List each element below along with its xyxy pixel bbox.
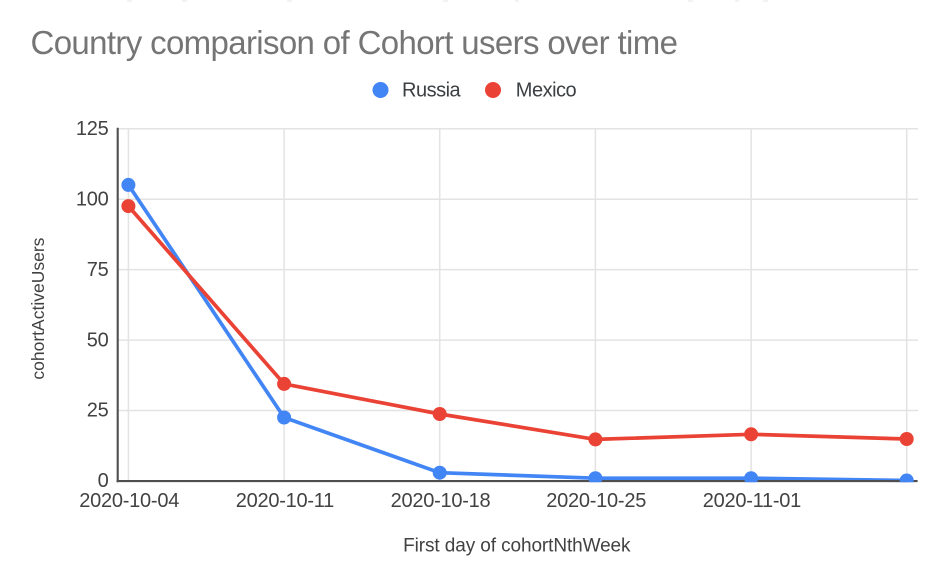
svg-text:25: 25 [87,400,109,422]
svg-text:125: 125 [76,118,109,140]
svg-text:Mexico: Mexico [516,80,577,102]
svg-text:cohortActiveUsers: cohortActiveUsers [28,237,48,379]
svg-text:2020-10-04: 2020-10-04 [79,490,179,512]
svg-text:0: 0 [98,470,109,492]
svg-text:2020-10-11: 2020-10-11 [236,490,334,512]
svg-text:2020-10-18: 2020-10-18 [391,490,491,512]
svg-text:100: 100 [76,188,109,210]
svg-text:2020-10-25: 2020-10-25 [546,490,646,512]
svg-text:2020-11-01: 2020-11-01 [703,490,801,512]
svg-text:Russia: Russia [402,80,462,102]
svg-text:Country comparison of Cohort u: Country comparison of Cohort users over … [31,24,678,61]
svg-text:50: 50 [87,329,109,351]
svg-text:75: 75 [87,259,109,281]
svg-text:First day of cohortNthWeek: First day of cohortNthWeek [403,536,631,557]
